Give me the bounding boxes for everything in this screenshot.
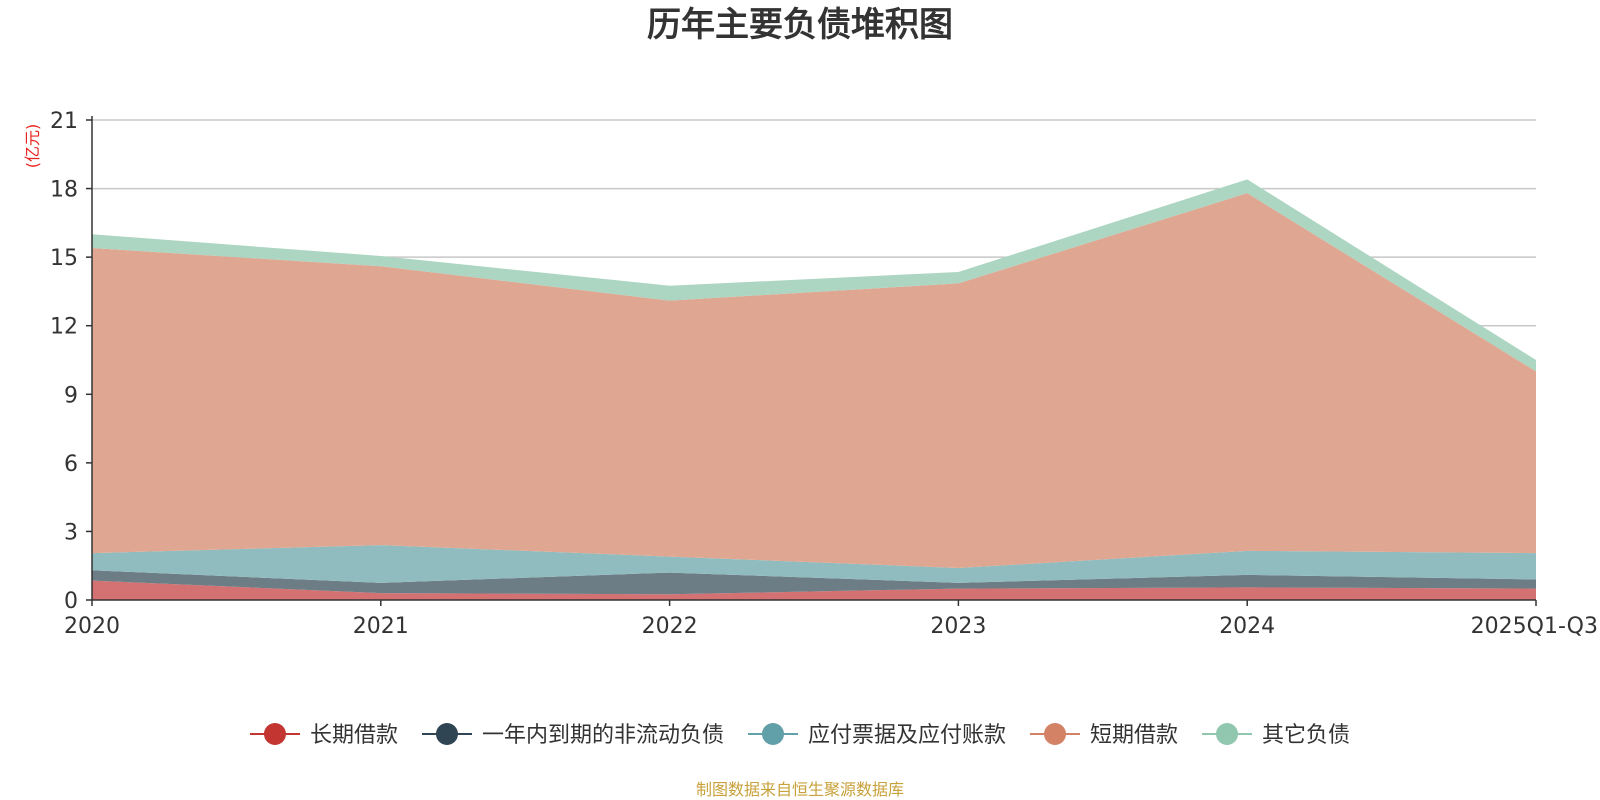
legend-label: 长期借款 [310, 723, 398, 748]
legend: 长期借款 一年内到期的非流动负债 应付票据及应付账款 短期借款 其它负债 [249, 723, 1350, 748]
y-tick-label: 21 [50, 109, 78, 134]
chart-title: 历年主要负债堆积图 [647, 5, 953, 45]
x-tick-label: 2020 [64, 614, 120, 639]
legend-label: 短期借款 [1090, 723, 1178, 748]
y-tick-label: 0 [64, 589, 78, 614]
legend-item-4[interactable]: 短期借款 [1030, 723, 1178, 748]
legend-item-1[interactable]: 长期借款 [249, 723, 398, 748]
x-tick-label: 2025Q1-Q3 [1471, 614, 1598, 639]
legend-marker [435, 723, 458, 745]
legend-item-3[interactable]: 应付票据及应付账款 [747, 723, 1006, 748]
area-series-2 [92, 570, 1536, 595]
legend-label: 其它负债 [1262, 723, 1350, 748]
area-series-4 [92, 193, 1536, 568]
legend-marker [263, 723, 286, 745]
area-series [92, 179, 1536, 600]
y-axis-unit-label: (亿元) [23, 124, 42, 169]
legend-marker [761, 723, 784, 745]
legend-item-5[interactable]: 其它负债 [1202, 723, 1350, 748]
legend-marker [1216, 723, 1239, 745]
axes: 0 3 6 9 12 15 18 21 2020 2021 2022 2023 2024 2025Q1-Q… [50, 109, 1598, 639]
x-tick-label: 2021 [353, 614, 409, 639]
y-tick-label: 18 [50, 178, 78, 203]
legend-label: 一年内到期的非流动负债 [482, 723, 724, 748]
x-tick-label: 2023 [930, 614, 986, 639]
y-tick-label: 6 [64, 452, 78, 477]
legend-label: 应付票据及应付账款 [808, 723, 1006, 748]
y-tick-label: 15 [50, 246, 78, 271]
legend-marker [1044, 723, 1067, 745]
y-tick-label: 12 [50, 315, 78, 340]
legend-item-2[interactable]: 一年内到期的非流动负债 [421, 723, 724, 748]
x-tick-label: 2024 [1219, 614, 1275, 639]
y-tick-label: 9 [64, 383, 78, 408]
area-series-3 [92, 545, 1536, 583]
x-tick-label: 2022 [642, 614, 698, 639]
y-tick-label: 3 [64, 520, 78, 545]
area-series-1 [92, 580, 1536, 600]
data-source-note: 制图数据来自恒生聚源数据库 [696, 780, 904, 799]
